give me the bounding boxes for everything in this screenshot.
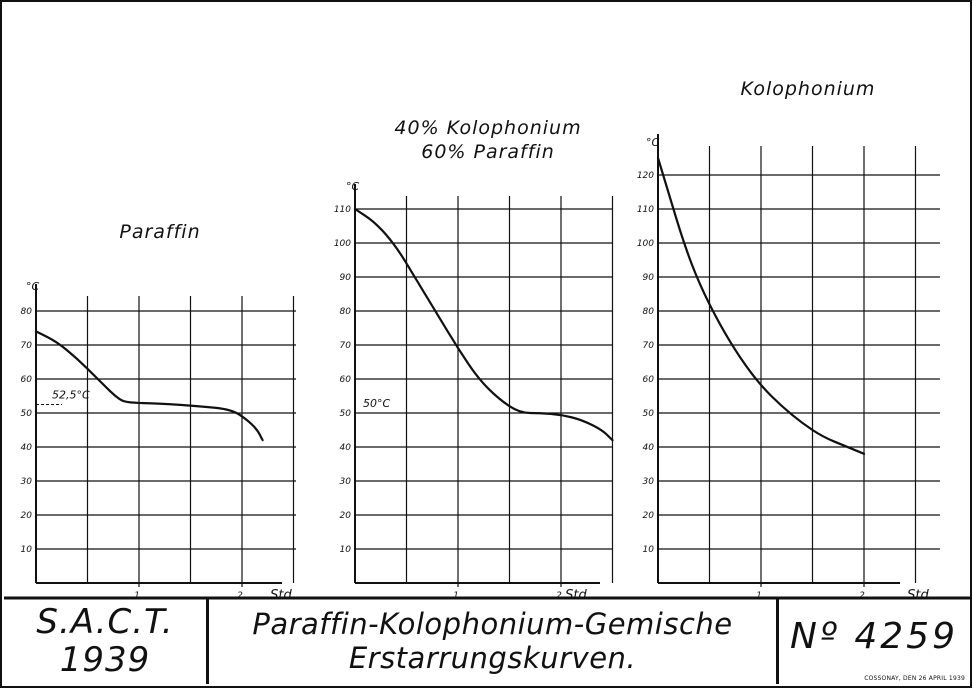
chart-title-line: 40% Kolophonium bbox=[394, 117, 581, 139]
y-tick-label: 50 bbox=[340, 409, 352, 419]
y-tick-label: 10 bbox=[21, 545, 33, 555]
y-axis-label: °C bbox=[26, 280, 40, 293]
y-tick-label: 100 bbox=[637, 239, 654, 249]
y-axis-label: °C bbox=[646, 136, 660, 149]
y-tick-label: 60 bbox=[643, 375, 655, 385]
drawing-title-cell: Paraffin-Kolophonium-Gemische Erstarrung… bbox=[209, 598, 779, 684]
series-line bbox=[353, 207, 614, 442]
x-tick-label: 1 bbox=[453, 591, 459, 601]
drawing-number: Nº 4259 bbox=[790, 615, 958, 657]
drawing-title-line-1: Paraffin-Kolophonium-Gemische bbox=[252, 607, 733, 641]
x-tick-label: 1 bbox=[134, 591, 140, 601]
x-tick-label: 1 bbox=[756, 591, 762, 601]
y-tick-label: 70 bbox=[643, 341, 655, 351]
chart-panel-1: 10 20 30 40 50 60 70 80 1 2 °C Std. Paraffin 52,5°C bbox=[21, 221, 296, 603]
y-tick-label: 110 bbox=[334, 205, 351, 215]
y-tick-label: 20 bbox=[643, 511, 655, 521]
x-tick-label: 2 bbox=[237, 591, 243, 601]
y-tick-label: 60 bbox=[21, 375, 33, 385]
y-tick-label: 70 bbox=[21, 341, 33, 351]
y-tick-label: 10 bbox=[643, 545, 655, 555]
chart-title-line: Paraffin bbox=[119, 221, 200, 243]
y-tick-label: 30 bbox=[643, 477, 655, 487]
y-tick-label: 90 bbox=[643, 273, 655, 283]
drawing-title-line-2: Erstarrungskurven. bbox=[348, 641, 637, 675]
y-tick-label: 30 bbox=[340, 477, 352, 487]
y-tick-label: 40 bbox=[340, 443, 352, 453]
y-tick-label: 20 bbox=[21, 511, 33, 521]
y-tick-label: 80 bbox=[643, 307, 655, 317]
org-name: S.A.C.T. bbox=[36, 602, 174, 642]
y-tick-label: 100 bbox=[334, 239, 351, 249]
y-tick-label: 20 bbox=[340, 511, 352, 521]
y-tick-label: 50 bbox=[643, 409, 655, 419]
series-line bbox=[656, 156, 866, 455]
chart-panel-3: 10 20 30 40 50 60 70 80 90 100 110 120 1 2 °C Std. Kolop… bbox=[637, 78, 940, 603]
x-tick-label: 2 bbox=[859, 591, 865, 601]
y-tick-label: 30 bbox=[21, 477, 33, 487]
x-axis-label: Std. bbox=[270, 588, 296, 603]
y-tick-label: 120 bbox=[637, 171, 654, 181]
series-line bbox=[34, 330, 264, 442]
x-axis-label: Std. bbox=[907, 588, 933, 603]
chart-title-line: Kolophonium bbox=[741, 78, 876, 100]
y-tick-label: 40 bbox=[21, 443, 33, 453]
y-tick-label: 50 bbox=[21, 409, 33, 419]
annotation-label: 52,5°C bbox=[52, 389, 90, 402]
y-tick-label: 80 bbox=[21, 307, 33, 317]
y-tick-label: 60 bbox=[340, 375, 352, 385]
y-tick-label: 110 bbox=[637, 205, 654, 215]
y-tick-label: 40 bbox=[643, 443, 655, 453]
date-stamp: COSSONAY, DEN 26 APRIL 1939 bbox=[864, 675, 965, 682]
y-tick-label: 80 bbox=[340, 307, 352, 317]
title-block: S.A.C.T. 1939 Paraffin-Kolophonium-Gemis… bbox=[4, 598, 970, 686]
chart-title-line: 60% Paraffin bbox=[421, 141, 555, 163]
chart-panel-2: 10 20 30 40 50 60 70 80 90 100 110 1 2 °C Std. 40% Kolo… bbox=[334, 117, 614, 603]
y-tick-label: 10 bbox=[340, 545, 352, 555]
drawing-number-cell: Nº 4259 COSSONAY, DEN 26 APRIL 1939 bbox=[779, 598, 969, 684]
x-tick-label: 2 bbox=[556, 591, 562, 601]
y-axis-label: °C bbox=[346, 180, 360, 193]
y-tick-label: 70 bbox=[340, 341, 352, 351]
org-cell: S.A.C.T. 1939 bbox=[4, 598, 209, 684]
y-tick-label: 90 bbox=[340, 273, 352, 283]
annotation-label: 50°C bbox=[363, 397, 390, 410]
drawing-year: 1939 bbox=[59, 640, 151, 680]
x-axis-label: Std. bbox=[565, 588, 591, 603]
